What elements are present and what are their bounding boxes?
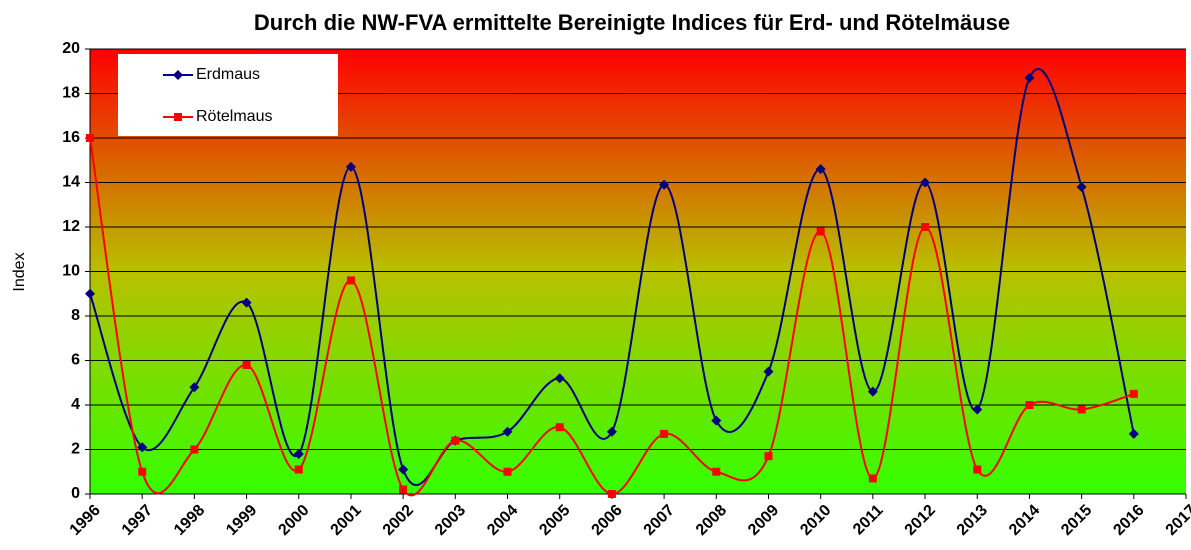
data-point: [1076, 181, 1087, 192]
legend-label: Rötelmaus: [196, 108, 272, 125]
data-point: [1128, 428, 1139, 439]
y-tick-label: 14: [62, 174, 80, 191]
data-point: [607, 490, 616, 498]
data-point: [242, 360, 251, 369]
data-point: [137, 442, 148, 453]
x-tick-label: 2010: [797, 502, 834, 539]
data-point: [606, 426, 617, 437]
x-tick-label: 2011: [850, 502, 887, 539]
y-tick-label: 6: [71, 352, 80, 369]
y-tick-label: 12: [62, 218, 80, 235]
data-point: [764, 452, 773, 461]
data-point: [451, 436, 460, 445]
data-point: [189, 382, 200, 393]
x-tick-label: 1998: [171, 502, 208, 539]
data-point: [294, 465, 303, 474]
data-point: [867, 386, 878, 397]
x-tick-label: 2016: [1110, 502, 1147, 539]
legend: Erdmaus Rötelmaus: [118, 54, 338, 136]
legend-marker: [173, 70, 183, 80]
x-tick-label: 2009: [745, 502, 782, 539]
data-point: [711, 415, 722, 426]
data-point: [712, 467, 721, 476]
data-point: [86, 134, 94, 142]
data-point: [1129, 389, 1138, 398]
data-point: [502, 426, 513, 437]
data-point: [816, 227, 825, 236]
data-point: [399, 485, 408, 494]
x-tick-label: 2008: [693, 502, 730, 539]
x-tick-label: 2006: [589, 502, 626, 539]
data-point: [345, 161, 356, 172]
y-tick-label: 4: [71, 396, 80, 413]
data-point: [241, 297, 252, 308]
data-point: [293, 448, 304, 459]
data-point: [659, 179, 670, 190]
x-tick-label: 2005: [536, 502, 573, 539]
data-point: [503, 467, 512, 476]
data-point: [920, 177, 931, 188]
x-tick-label: 1999: [223, 502, 260, 539]
x-tick-label: 2015: [1058, 502, 1095, 539]
x-tick-label: 2013: [954, 502, 991, 539]
x-tick-label: 2000: [275, 502, 312, 539]
x-tick-label: 2004: [484, 502, 521, 539]
y-tick-label: 2: [71, 441, 80, 458]
x-tick-label: 2001: [328, 502, 365, 539]
legend-label: Erdmaus: [196, 66, 260, 83]
y-tick-label: 20: [62, 40, 80, 57]
x-tick-label: 2003: [432, 502, 469, 539]
data-point: [763, 366, 774, 377]
data-point: [85, 288, 95, 299]
legend-box: [118, 54, 338, 136]
data-point: [1025, 401, 1034, 409]
data-point: [815, 164, 826, 175]
chart-title: Durch die NW-FVA ermittelte Bereinigte I…: [254, 10, 1010, 35]
x-tick-label: 2012: [902, 502, 939, 539]
y-tick-label: 18: [62, 85, 80, 102]
x-tick-label: 2017: [1163, 502, 1191, 539]
data-point: [921, 223, 930, 231]
data-point: [1077, 405, 1086, 414]
data-point: [660, 429, 669, 438]
data-point: [1024, 72, 1035, 83]
x-tick-label: 1997: [119, 502, 156, 539]
data-point: [554, 373, 565, 384]
y-tick-label: 8: [71, 307, 80, 324]
x-tick-label: 1996: [67, 502, 104, 539]
data-point: [398, 464, 409, 475]
x-tick-label: 2007: [641, 502, 678, 539]
data-point: [868, 474, 877, 483]
x-tick-label: 2014: [1006, 502, 1043, 539]
data-point: [973, 465, 982, 474]
data-point: [138, 467, 147, 476]
data-point: [346, 276, 355, 285]
data-point: [972, 404, 983, 415]
legend-marker: [174, 113, 182, 121]
y-tick-label: 10: [62, 263, 80, 280]
x-tick-label: 2002: [380, 502, 417, 539]
y-tick-label: 0: [71, 485, 80, 502]
y-axis-label: Index: [11, 252, 28, 291]
data-point: [555, 423, 564, 432]
data-point: [190, 445, 199, 454]
y-tick-label: 16: [62, 129, 80, 146]
